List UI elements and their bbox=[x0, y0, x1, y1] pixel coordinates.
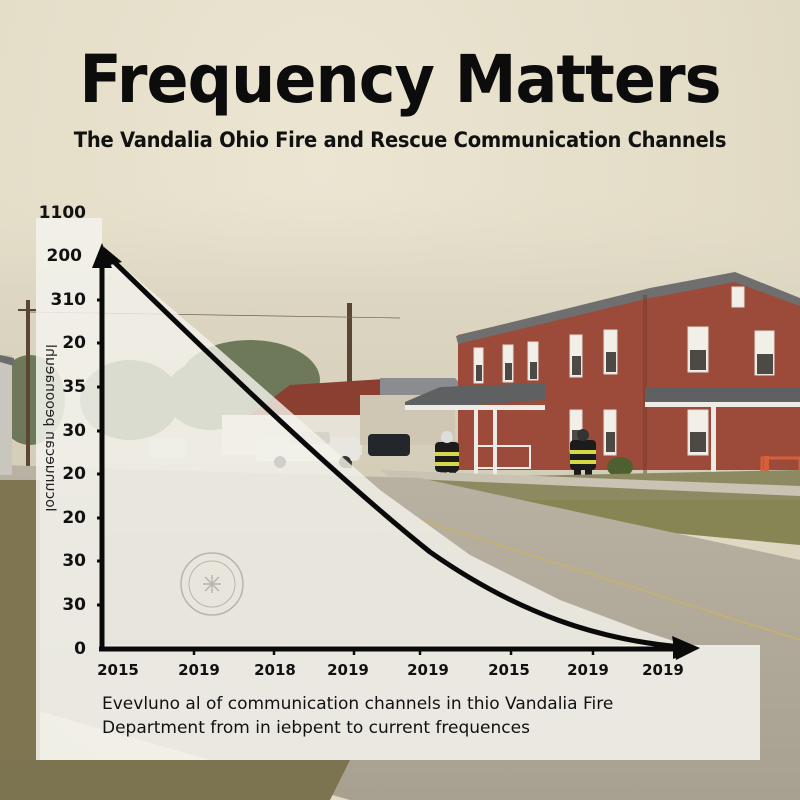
y-tick-label: 1100 bbox=[38, 203, 86, 223]
y-axis-label: Iocunuecan peoonaeuhl bbox=[42, 344, 58, 512]
x-tick-label: 2018 bbox=[254, 661, 296, 679]
y-tick-label: 0 bbox=[74, 639, 86, 659]
x-tick-label: 2019 bbox=[178, 661, 220, 679]
poster-title: Frequency Matters bbox=[79, 41, 721, 118]
y-tick-label: 20 bbox=[62, 464, 86, 484]
y-tick-label: 20 bbox=[62, 333, 86, 353]
x-tick-label: 2015 bbox=[97, 661, 139, 679]
y-tick-label: 20 bbox=[62, 508, 86, 528]
x-tick-label: 2019 bbox=[327, 661, 369, 679]
poster-subtitle: The Vandalia Ohio Fire and Rescue Commun… bbox=[73, 128, 727, 152]
y-tick-label: 200 bbox=[46, 246, 83, 266]
caption-line-1: Evevluno al of communication channels in… bbox=[102, 694, 614, 714]
x-tick-label: 2019 bbox=[407, 661, 449, 679]
y-tick-label: 35 bbox=[62, 377, 86, 397]
y-tick-label: 30 bbox=[62, 551, 86, 571]
caption-line-2: Department from in iebpent to current fr… bbox=[102, 718, 530, 738]
y-tick-label: 30 bbox=[62, 421, 86, 441]
x-tick-label: 2015 bbox=[488, 661, 530, 679]
seal-stamp-icon bbox=[180, 552, 244, 616]
x-tick-label: 2019 bbox=[567, 661, 609, 679]
x-tick-label: 2019 bbox=[642, 661, 684, 679]
y-tick-label: 30 bbox=[62, 595, 86, 615]
y-tick-label: 310 bbox=[50, 290, 87, 310]
chart-caption: Evevluno al of communication channels in… bbox=[102, 692, 702, 740]
